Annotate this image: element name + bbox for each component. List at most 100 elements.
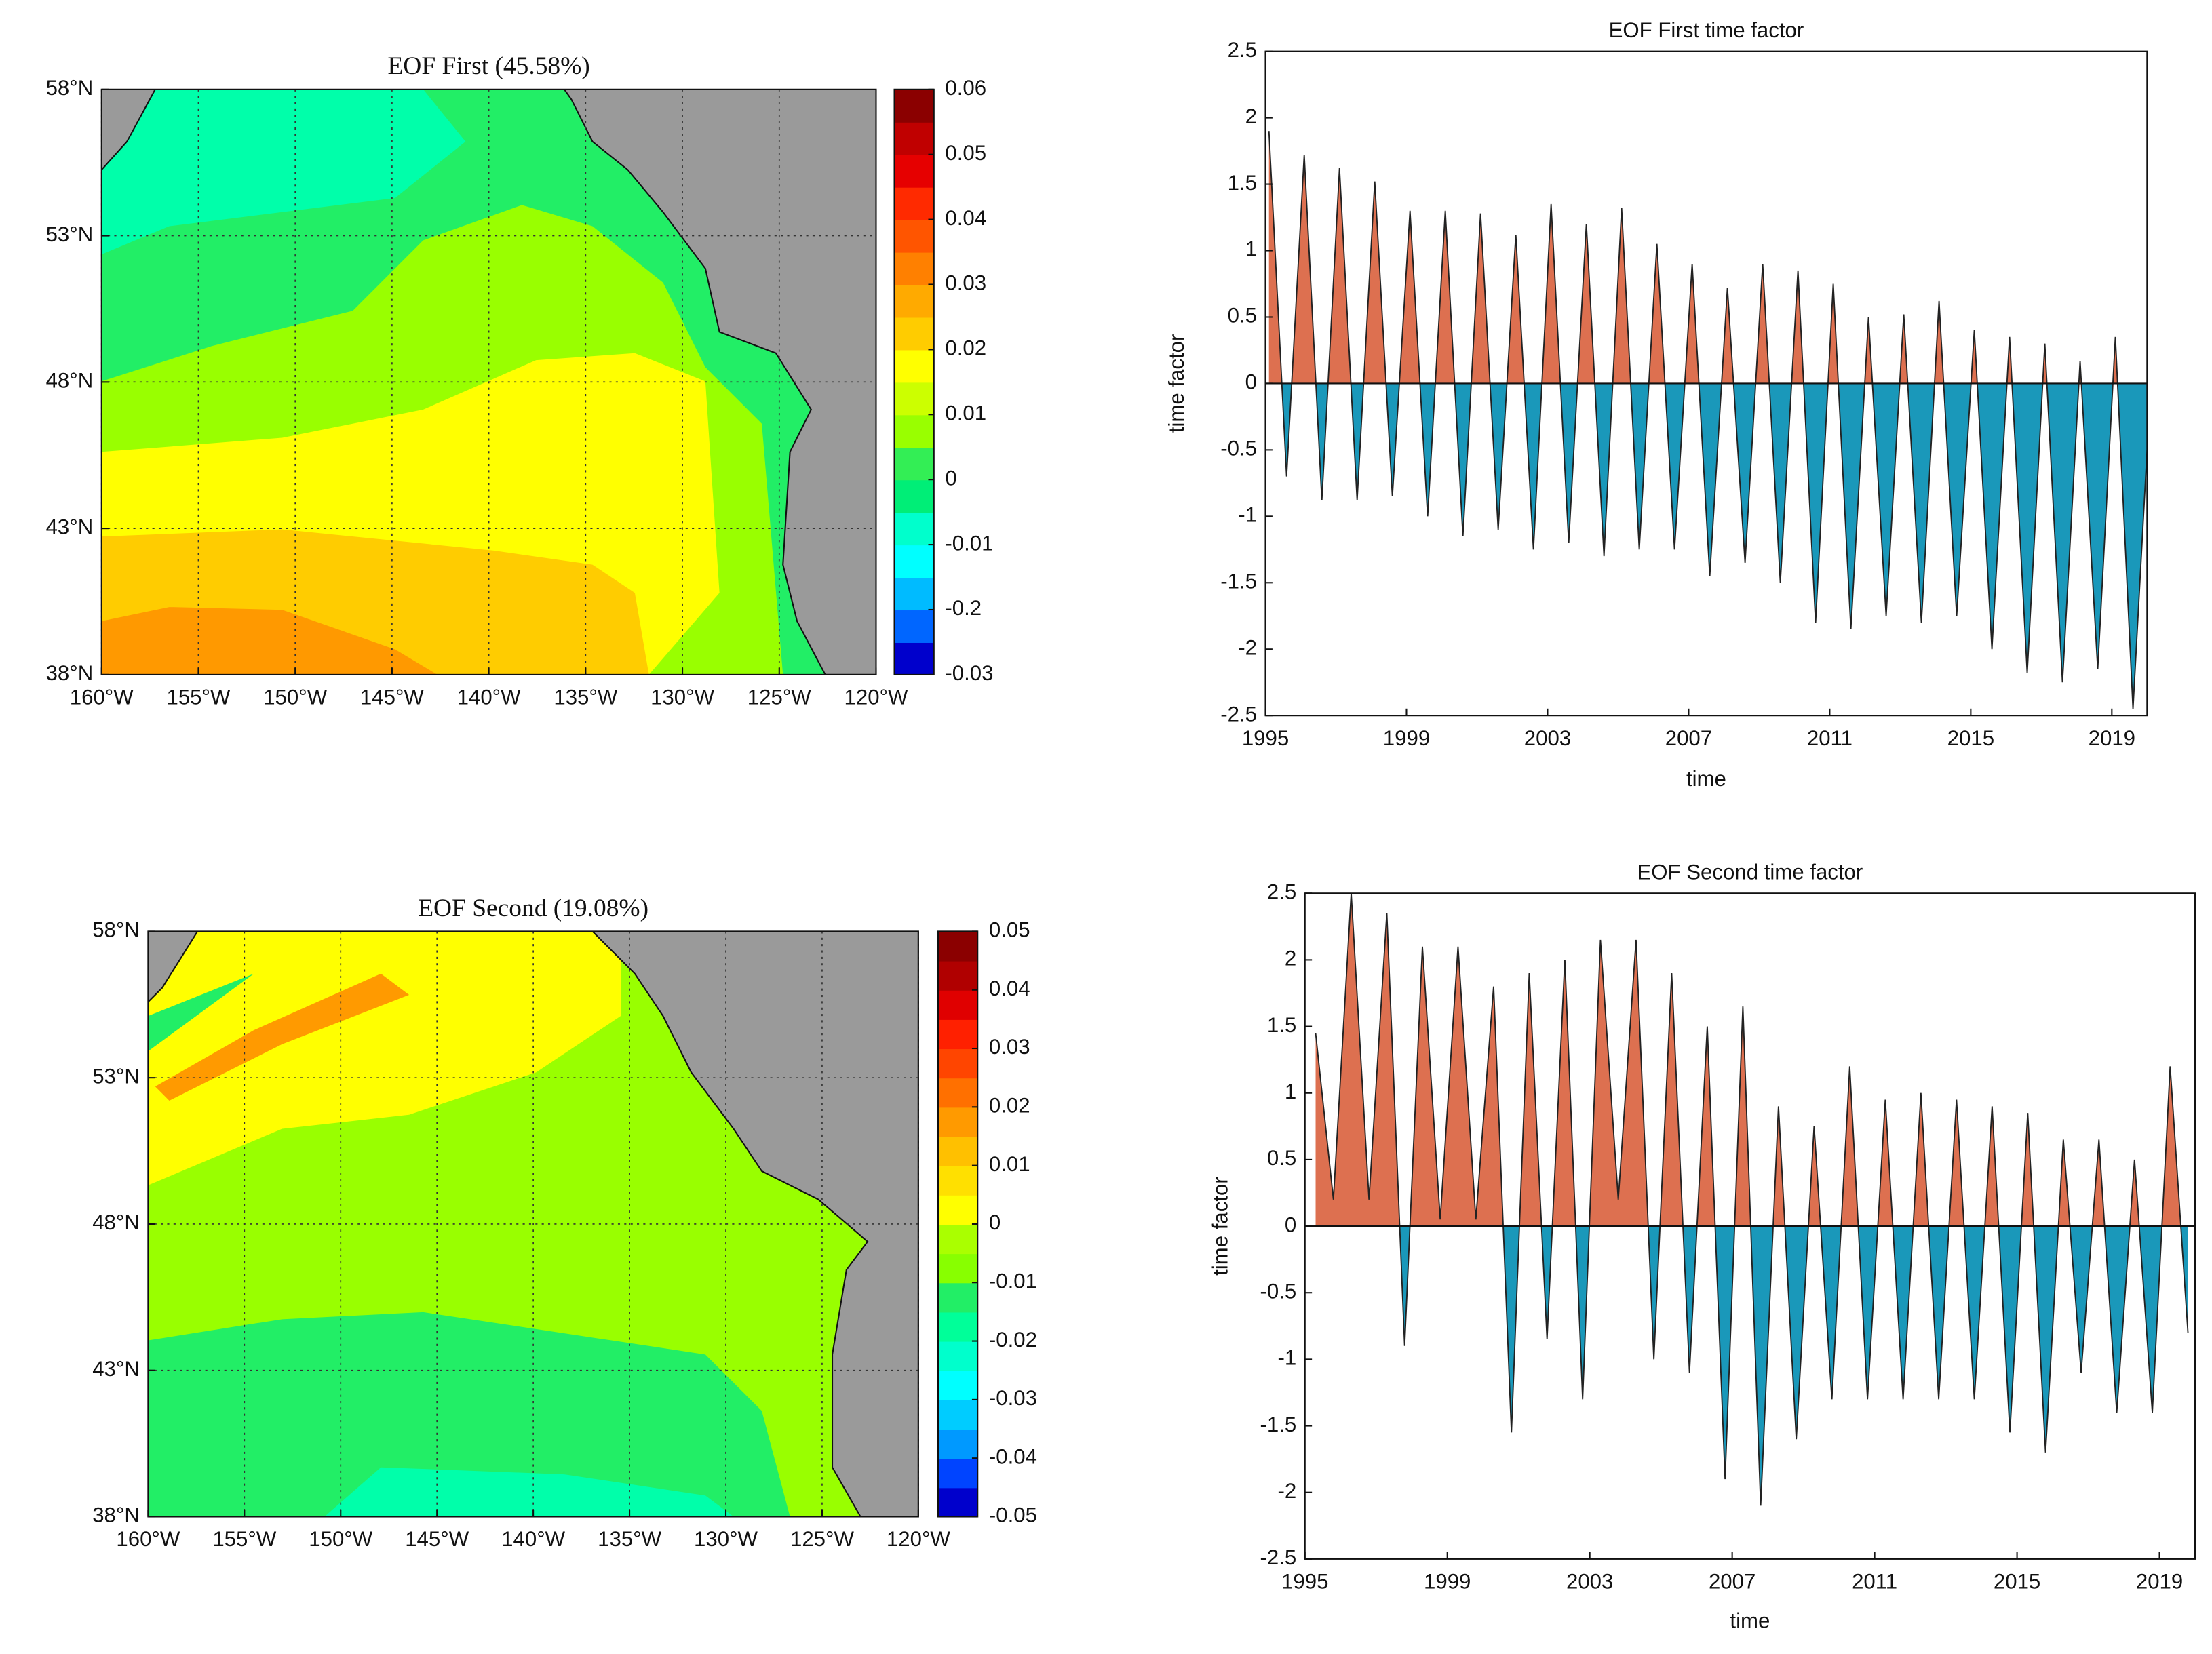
x-tick-label: 2019 <box>2136 1569 2183 1593</box>
x-tick-label: 155°W <box>212 1527 277 1551</box>
colorbar-band <box>938 1487 978 1518</box>
colorbar-band <box>938 1282 978 1313</box>
colorbar-frame <box>937 930 979 1518</box>
chart-title: EOF Second time factor <box>1637 860 1863 884</box>
x-tick-label: 135°W <box>598 1527 662 1551</box>
colorbar-band <box>938 1048 978 1079</box>
colorbar-band <box>894 577 934 611</box>
y-tick-label: -0.5 <box>1260 1279 1297 1303</box>
colorbar-label: -0.05 <box>989 1503 1037 1527</box>
colorbar-label: 0.04 <box>945 206 986 230</box>
plot-frame <box>147 930 919 1518</box>
colorbar-band <box>894 154 934 188</box>
colorbar-band <box>894 89 934 123</box>
x-tick-label: 135°W <box>554 685 618 709</box>
y-tick-label: 43°N <box>46 515 94 538</box>
negative-area <box>1268 383 2148 709</box>
colorbar-label: 0.01 <box>989 1152 1030 1176</box>
colorbar-band <box>938 989 978 1020</box>
colorbar-label: -0.01 <box>989 1269 1037 1293</box>
colorbar-label: 0 <box>989 1210 1001 1234</box>
x-tick-label: 160°W <box>70 685 134 709</box>
colorbar-band <box>894 382 934 416</box>
x-tick-label: 2019 <box>2089 726 2135 750</box>
x-tick-label: 2007 <box>1709 1569 1755 1593</box>
y-tick-label: 2 <box>1285 947 1296 970</box>
colorbar-band <box>894 545 934 578</box>
y-tick-label: 0 <box>1245 370 1257 394</box>
y-tick-label: -0.5 <box>1220 437 1257 460</box>
negative-area <box>1315 1226 2188 1506</box>
x-tick-label: 120°W <box>887 1527 951 1551</box>
y-tick-label: -1.5 <box>1220 570 1257 593</box>
y-tick-label: -1.5 <box>1260 1413 1297 1436</box>
colorbar-band <box>938 1107 978 1137</box>
colorbar-band <box>938 1312 978 1342</box>
plot-frame <box>1304 892 2196 1560</box>
x-tick-label: 2011 <box>1852 1569 1897 1593</box>
colorbar-label: 0.02 <box>989 1094 1030 1118</box>
x-tick-label: 155°W <box>166 685 231 709</box>
colorbar-band <box>894 186 934 220</box>
y-axis-label: time factor <box>1165 334 1188 433</box>
x-tick-label: 130°W <box>694 1527 758 1551</box>
x-tick-label: 150°W <box>309 1527 373 1551</box>
x-tick-label: 2003 <box>1524 726 1571 750</box>
y-tick-label: 43°N <box>92 1357 140 1381</box>
y-tick-label: -2.5 <box>1220 702 1257 726</box>
plot-frame <box>100 88 877 675</box>
x-tick-label: 140°W <box>501 1527 566 1551</box>
colorbar-label: 0 <box>945 466 956 490</box>
x-tick-label: 150°W <box>263 685 328 709</box>
y-tick-label: 2.5 <box>1267 880 1296 903</box>
colorbar-band <box>938 1136 978 1166</box>
colorbar-band <box>938 1253 978 1284</box>
y-tick-label: 1 <box>1245 237 1257 261</box>
x-axis-label: time <box>1686 767 1726 791</box>
positive-area <box>1268 131 2148 384</box>
colorbar-band <box>894 284 934 318</box>
colorbar-band <box>894 447 934 481</box>
colorbar-label: -0.03 <box>989 1386 1037 1410</box>
colorbar-band <box>938 1078 978 1108</box>
chart-title: EOF Second (19.08%) <box>418 894 648 922</box>
x-tick-label: 120°W <box>845 685 909 709</box>
colorbar-label: -0.04 <box>989 1444 1037 1468</box>
x-axis-label: time <box>1730 1609 1770 1633</box>
y-tick-label: 1.5 <box>1228 171 1257 195</box>
y-tick-label: 48°N <box>46 369 94 393</box>
colorbar-label: 0.04 <box>989 977 1030 1000</box>
positive-area <box>1315 893 2188 1227</box>
colorbar-frame <box>893 88 935 675</box>
colorbar-label: 0.03 <box>945 271 986 295</box>
colorbar-band <box>938 931 978 962</box>
y-tick-label: 0 <box>1285 1213 1296 1236</box>
colorbar-label: 0.03 <box>989 1035 1030 1059</box>
map-field <box>101 89 876 675</box>
colorbar-band <box>894 219 934 253</box>
y-tick-label: 53°N <box>46 222 94 246</box>
x-tick-label: 1995 <box>1242 726 1289 750</box>
y-tick-label: 0.5 <box>1267 1146 1296 1170</box>
y-tick-label: -1 <box>1238 503 1257 527</box>
colorbar-band <box>894 317 934 351</box>
y-tick-label: 58°N <box>92 918 140 942</box>
chart-title: EOF First (45.58%) <box>387 52 589 80</box>
x-tick-label: 2007 <box>1665 726 1712 750</box>
chart-title: EOF First time factor <box>1609 18 1804 42</box>
colorbar-band <box>894 349 934 383</box>
y-tick-label: 1 <box>1285 1080 1296 1103</box>
x-tick-label: 2015 <box>1947 726 1994 750</box>
y-tick-label: 38°N <box>92 1503 140 1527</box>
colorbar-band <box>894 512 934 546</box>
x-tick-label: 2011 <box>1807 726 1852 750</box>
y-axis-label: time factor <box>1208 1177 1232 1276</box>
colorbar-band <box>894 479 934 513</box>
x-tick-label: 145°W <box>405 1527 469 1551</box>
colorbar-band <box>938 1223 978 1255</box>
x-tick-label: 1999 <box>1383 726 1430 750</box>
colorbar-band <box>938 1429 978 1459</box>
colorbar-label: 0.05 <box>989 918 1030 942</box>
